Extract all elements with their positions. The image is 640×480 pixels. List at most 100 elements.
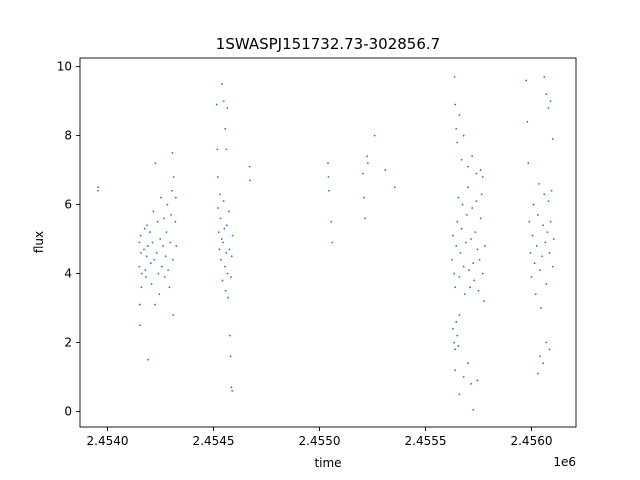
data-point <box>164 255 167 258</box>
data-point <box>167 269 170 271</box>
data-point <box>531 234 534 237</box>
data-point <box>475 200 478 203</box>
y-tick-label: 2 <box>64 336 72 350</box>
data-point <box>225 148 228 151</box>
data-point <box>216 148 219 151</box>
data-point <box>548 251 551 254</box>
data-point <box>545 282 548 285</box>
data-point <box>462 265 465 268</box>
data-point <box>467 165 469 168</box>
data-point <box>224 127 227 130</box>
data-point <box>171 189 173 192</box>
data-point <box>468 269 470 271</box>
data-point <box>452 327 454 330</box>
data-point <box>149 262 152 265</box>
x-tick-label: 2.4550 <box>299 434 341 448</box>
data-point <box>230 276 232 278</box>
data-point <box>472 408 475 411</box>
data-point <box>227 210 230 213</box>
data-point <box>172 314 175 316</box>
data-point <box>532 203 535 206</box>
data-point <box>227 296 230 299</box>
data-point <box>547 107 550 109</box>
data-point <box>550 189 553 192</box>
data-point <box>138 303 141 306</box>
data-point <box>225 224 228 227</box>
data-point <box>469 286 471 289</box>
data-point <box>545 341 548 344</box>
data-point <box>457 345 460 347</box>
data-point <box>546 231 549 234</box>
data-point <box>140 251 142 254</box>
data-point <box>540 307 542 309</box>
data-point <box>453 76 456 78</box>
chart-title: 1SWASPJ151732.73-302856.7 <box>216 35 440 53</box>
data-point <box>366 162 369 165</box>
data-point <box>552 238 555 240</box>
data-point <box>460 158 463 161</box>
y-tick-label: 10 <box>57 60 72 74</box>
data-point <box>331 241 334 244</box>
data-point <box>483 245 486 247</box>
data-point <box>220 258 223 261</box>
data-point <box>481 272 484 275</box>
data-point <box>139 234 142 237</box>
data-point <box>536 214 539 216</box>
data-point <box>458 276 461 278</box>
data-point <box>219 193 221 196</box>
data-point <box>226 272 229 275</box>
points-layer <box>97 76 555 411</box>
data-point <box>539 355 541 358</box>
data-point <box>143 227 146 230</box>
data-point <box>140 272 143 275</box>
data-point <box>542 224 545 227</box>
data-point <box>455 127 458 130</box>
data-point <box>149 231 151 234</box>
x-axis-label: time <box>314 456 341 470</box>
data-point <box>222 200 225 203</box>
data-point <box>147 358 150 361</box>
data-point <box>458 393 461 396</box>
x-tick-label: 2.4555 <box>405 434 447 448</box>
data-point <box>151 241 154 244</box>
data-point <box>145 255 148 258</box>
data-point <box>456 334 459 337</box>
data-point <box>393 186 396 189</box>
data-point <box>224 289 227 292</box>
data-point <box>327 176 330 178</box>
data-point <box>158 293 161 296</box>
x-tick-label: 2.4545 <box>193 434 235 448</box>
data-point <box>160 265 163 268</box>
data-point <box>330 220 333 223</box>
data-point <box>482 300 485 303</box>
data-point <box>172 176 175 178</box>
data-point <box>162 245 164 247</box>
data-point <box>154 162 157 165</box>
data-point <box>160 196 162 199</box>
data-point <box>551 138 554 140</box>
data-point <box>327 162 329 165</box>
data-point <box>452 234 454 237</box>
data-point <box>536 372 539 375</box>
data-point <box>217 231 220 234</box>
data-point <box>463 293 466 296</box>
data-point <box>465 214 468 216</box>
data-point <box>224 265 226 268</box>
data-point <box>230 255 233 258</box>
data-point <box>364 217 366 220</box>
data-point <box>467 186 469 189</box>
data-point <box>547 200 550 203</box>
data-point <box>453 341 456 344</box>
data-point <box>535 245 538 247</box>
data-point <box>155 251 158 254</box>
data-point <box>545 93 548 96</box>
data-point <box>362 172 364 175</box>
data-point <box>146 245 149 247</box>
data-point <box>153 258 156 261</box>
data-point <box>219 217 222 220</box>
x-axis-ticks: 2.4540 2.4545 2.4550 2.4555 2.4560 <box>87 427 552 448</box>
axes-frame <box>79 57 577 428</box>
data-point <box>533 262 536 265</box>
